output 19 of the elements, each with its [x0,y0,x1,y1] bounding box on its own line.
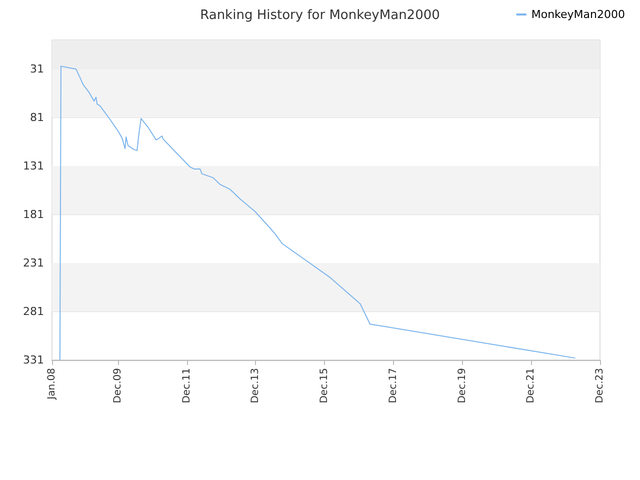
y-tick-label: 231 [23,256,44,270]
x-tick-label: Jan.08 [46,368,58,400]
x-tick-label: Dec.19 [456,368,468,404]
y-tick-label: 281 [23,305,44,318]
x-tick-label: Dec.13 [250,368,262,404]
x-tick-label: Dec.09 [112,368,124,404]
x-tick-label: Dec.21 [526,368,537,404]
y-tick-label: 31 [30,62,44,76]
legend-label: MonkeyMan2000 [531,8,626,21]
line-series [59,66,576,360]
chart-title: Ranking History for MonkeyMan2000 [200,8,440,23]
y-tick-label: 81 [30,111,44,124]
y-tick-label: 331 [23,354,44,366]
y-tick-label: 181 [23,208,44,222]
y-tick-label: 131 [23,160,44,173]
x-tick-label: Dec.11 [181,368,192,404]
x-tick-label: Dec.17 [388,368,399,404]
x-tick-label: Dec.23 [594,368,606,404]
x-tick-label: Dec.15 [319,368,330,404]
